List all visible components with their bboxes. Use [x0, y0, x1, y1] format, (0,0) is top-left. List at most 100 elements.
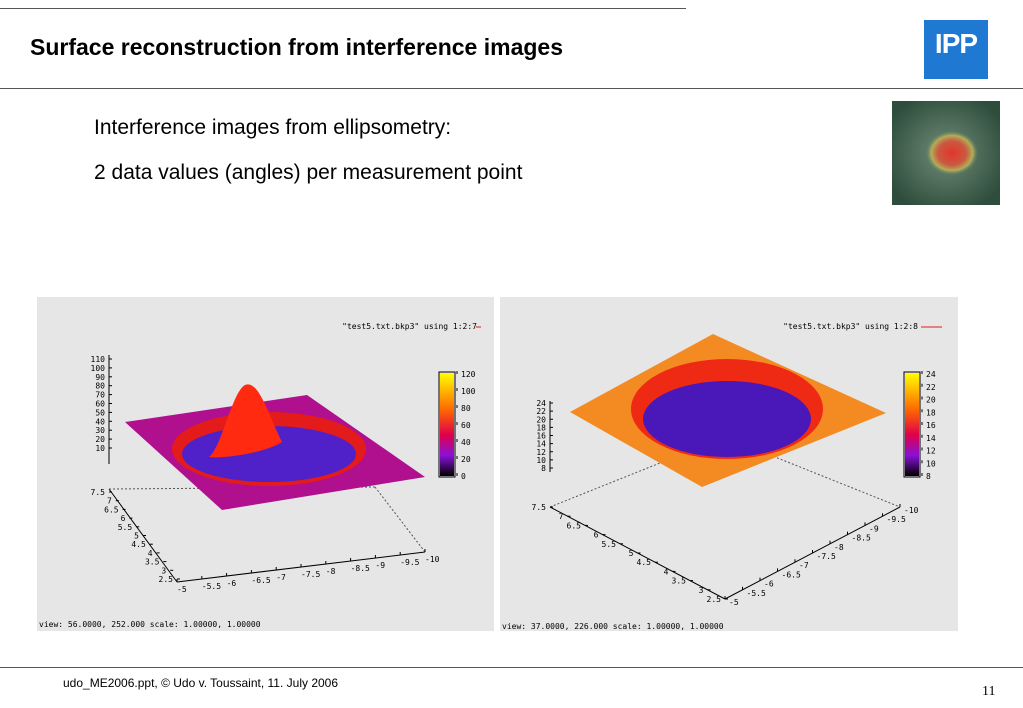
- plot-2-y-tick-10: 2.5: [707, 595, 722, 604]
- slide-title: Surface reconstruction from interference…: [30, 34, 563, 60]
- plot-2-x-tick-5: -7.5: [817, 552, 836, 561]
- plot-2-x-tick-0: -5: [729, 598, 739, 607]
- plot-2-cbar-tick-1: 22: [926, 383, 936, 392]
- plot-2-x-tick-8: -9: [869, 524, 879, 533]
- plot-2-cbar-tick-3: 18: [926, 408, 936, 417]
- plot-1-z-tick-2: 90: [95, 373, 105, 382]
- plot-1-cbar-tick-5: 20: [461, 455, 471, 464]
- plot-1-y-tick-1: 7: [107, 497, 112, 506]
- plot-1-right-edge: [374, 486, 426, 553]
- plot-1-z-tick-10: 10: [95, 444, 105, 453]
- plot-2-x-tick-10: -10: [904, 506, 919, 515]
- plot-2-y-tick-4: 5.5: [602, 540, 617, 549]
- plot-2-x-tick-6: -8: [834, 543, 844, 552]
- plot-1-y-tick-9: 3: [161, 566, 166, 575]
- surface-plot-2: "test5.txt.bkp3" using 1:2:8 24 22 20 18 16 1…: [500, 297, 958, 631]
- plot-1-x-tick-8: -9: [375, 561, 385, 570]
- plot-2-colorbar: [905, 373, 919, 476]
- plot-1-z-tick-0: 110: [91, 355, 106, 364]
- plot-1-x-tick-0: -5: [177, 585, 187, 594]
- plot-1-y-tick-3: 6: [121, 514, 126, 523]
- plot-1-z-tick-5: 60: [95, 400, 105, 409]
- interference-thumbnail: [892, 101, 1000, 205]
- plot-1-y-ticks: 7.576.565.554.543.532.5: [91, 488, 180, 584]
- title-rule: [0, 88, 1023, 89]
- plot-1-peak: [209, 384, 282, 458]
- plot-1-z-tick-6: 50: [95, 408, 105, 417]
- plot-2-view-info: view: 37.0000, 226.000 scale: 1.00000, 1…: [502, 622, 724, 631]
- plot-2-cbar-tick-4: 16: [926, 421, 936, 430]
- plot-2-z-tick-1: 22: [536, 407, 546, 416]
- plot-1-y-tick-0: 7.5: [91, 488, 106, 497]
- plot-2-y-tick-0: 7.5: [532, 503, 547, 512]
- plot-1-x-tick-2: -6: [227, 579, 237, 588]
- plot-2-crater-floor: [643, 381, 811, 457]
- surface-plot-1: "test5.txt.bkp3" using 1:2:7 110 100 90 80 7…: [37, 297, 494, 631]
- plot-2-y-tick-1: 7: [559, 512, 564, 521]
- plot-1-cbar-tick-6: 0: [461, 472, 466, 481]
- plot-2-x-tick-7: -8.5: [852, 534, 871, 543]
- plot-1-x-tick-1: -5.5: [202, 582, 221, 591]
- plot-2-legend: "test5.txt.bkp3" using 1:2:8: [783, 322, 918, 331]
- plot-1-x-ticks: -5 -5.5 -6 -6.5 -7 -7.5 -8 -8.5 -9 -9.5 -10: [176, 549, 440, 594]
- plot-1-z-tick-4: 70: [95, 391, 105, 400]
- plot-1-x-tick-4: -7: [276, 573, 286, 582]
- plot-1-y-tick-2: 6.5: [104, 505, 119, 514]
- plot-1-y-tick-5: 5: [134, 532, 139, 541]
- page-number: 11: [982, 684, 996, 699]
- plot-1-z-tick-7: 40: [95, 417, 105, 426]
- plot-1-colorbar-frame: [438, 371, 456, 478]
- footer-text: udo_ME2006.ppt, © Udo v. Toussaint, 11. …: [63, 676, 339, 690]
- plot-1-y-tick-8: 3.5: [145, 558, 160, 567]
- plot-2-cbar-tick-8: 8: [926, 472, 931, 481]
- plot-2-x-tick-3: -6.5: [782, 570, 801, 579]
- logo-text: IPP: [934, 28, 978, 59]
- plot-1-cbar-tick-0: 120: [461, 370, 476, 379]
- plot-2-colorbar-frame: [903, 371, 921, 478]
- plot-2-y-tick-8: 3.5: [672, 577, 687, 586]
- plot-1-z-tick-9: 20: [95, 435, 105, 444]
- plot-1-colorbar-ticks: 120 100 80 60 40 20 0: [456, 370, 476, 481]
- plot-2-y-tick-2: 6.5: [567, 521, 582, 530]
- plot-1-canvas: "test5.txt.bkp3" using 1:2:7 11010090807…: [39, 322, 481, 629]
- footer-rule: [0, 667, 1023, 668]
- plot-1-x-tick-7: -8.5: [351, 564, 370, 573]
- bullet-1: Interference images from ellipsometry:: [94, 116, 452, 139]
- ipp-logo: IPP: [924, 20, 988, 79]
- top-rule: [0, 8, 686, 9]
- plot-1-cbar-tick-1: 100: [461, 387, 476, 396]
- plot-1-x-tick-10: -10: [425, 555, 440, 564]
- plot-1-view-info: view: 56.0000, 252.000 scale: 1.00000, 1…: [39, 620, 261, 629]
- plot-2-x-tick-1: -5.5: [747, 589, 766, 598]
- plot-2-x-tick-4: -7: [799, 561, 809, 570]
- plot-2-cbar-tick-0: 24: [926, 370, 936, 379]
- plot-1-colorbar: [440, 373, 454, 476]
- plot-1-x-tick-3: -6.5: [251, 576, 270, 585]
- plot-2-y-tick-6: 4.5: [637, 558, 652, 567]
- plot-2-z-tick-5: 14: [536, 440, 546, 449]
- plot-2-z-tick-0: 24: [536, 399, 546, 408]
- plot-2-y-tick-3: 6: [594, 531, 599, 540]
- plot-2-cbar-tick-7: 10: [926, 459, 936, 468]
- plot-1-z-tick-3: 80: [95, 382, 105, 391]
- plot-2-z-tick-7: 10: [536, 456, 546, 465]
- plot-2-cbar-tick-2: 20: [926, 396, 936, 405]
- plot-2-y-tick-9: 3: [699, 586, 704, 595]
- bullet-2: 2 data values (angles) per measurement p…: [94, 161, 523, 184]
- plot-1-y-tick-7: 4: [148, 549, 153, 558]
- plot-1-y-tick-6: 4.5: [131, 540, 146, 549]
- plot-1-z-tick-8: 30: [95, 426, 105, 435]
- plot-2-z-tick-4: 16: [536, 432, 546, 441]
- plot-2-canvas: "test5.txt.bkp3" using 1:2:8 24222018161…: [502, 322, 942, 631]
- plot-2-z-tick-2: 20: [536, 415, 546, 424]
- plot-2-right-edge: [724, 436, 901, 508]
- plot-2-colorbar-ticks: 24 22 20 18 16 14 12 10 8: [921, 370, 936, 481]
- plot-1-cbar-tick-3: 60: [461, 421, 471, 430]
- plot-2-z-tick-8: 8: [541, 464, 546, 473]
- plot-1-x-tick-5: -7.5: [301, 570, 320, 579]
- plot-2-cbar-tick-6: 12: [926, 447, 936, 456]
- plot-1-y-tick-4: 5.5: [118, 523, 133, 532]
- plot-2-z-tick-3: 18: [536, 423, 546, 432]
